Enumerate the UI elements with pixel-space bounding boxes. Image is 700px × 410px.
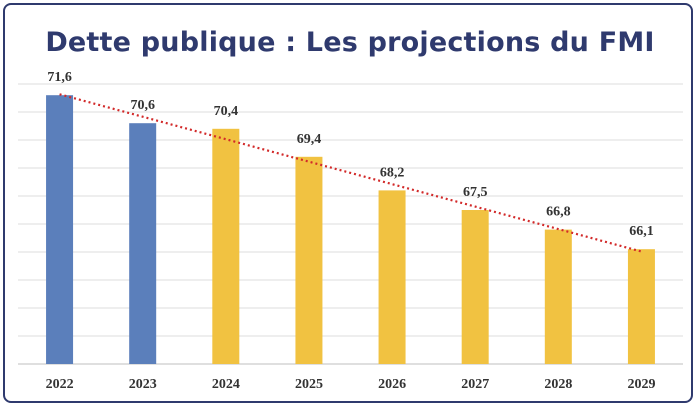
chart-title: Dette publique : Les projections du FMI [45, 27, 655, 58]
bar-2029 [627, 249, 655, 364]
bar-2024 [212, 128, 240, 364]
x-tick-label-2022: 2022 [46, 377, 74, 392]
data-label-2026: 68,2 [380, 165, 405, 180]
x-tick-label-2029: 2029 [627, 377, 655, 392]
x-tick-label-2024: 2024 [212, 377, 240, 392]
bar-2023 [129, 123, 157, 364]
data-label-2029: 66,1 [629, 224, 654, 239]
data-label-2024: 70,4 [214, 104, 239, 119]
data-label-2027: 67,5 [463, 185, 488, 200]
data-label-2023: 70,6 [130, 98, 155, 113]
x-tick-label-2023: 2023 [129, 377, 157, 392]
x-tick-label-2025: 2025 [295, 377, 323, 392]
x-tick-label-2027: 2027 [461, 377, 489, 392]
bar-2022 [46, 95, 74, 364]
trendline [59, 93, 642, 253]
bar-2026 [378, 190, 406, 364]
x-tick-label-2028: 2028 [544, 377, 572, 392]
bar-2027 [461, 210, 489, 364]
bar-2028 [544, 229, 572, 364]
data-label-2028: 66,8 [546, 205, 571, 220]
x-tick-label-2026: 2026 [378, 377, 406, 392]
data-label-2022: 71,6 [47, 70, 72, 85]
bar-2025 [295, 156, 323, 364]
data-label-2025: 69,4 [297, 132, 322, 147]
